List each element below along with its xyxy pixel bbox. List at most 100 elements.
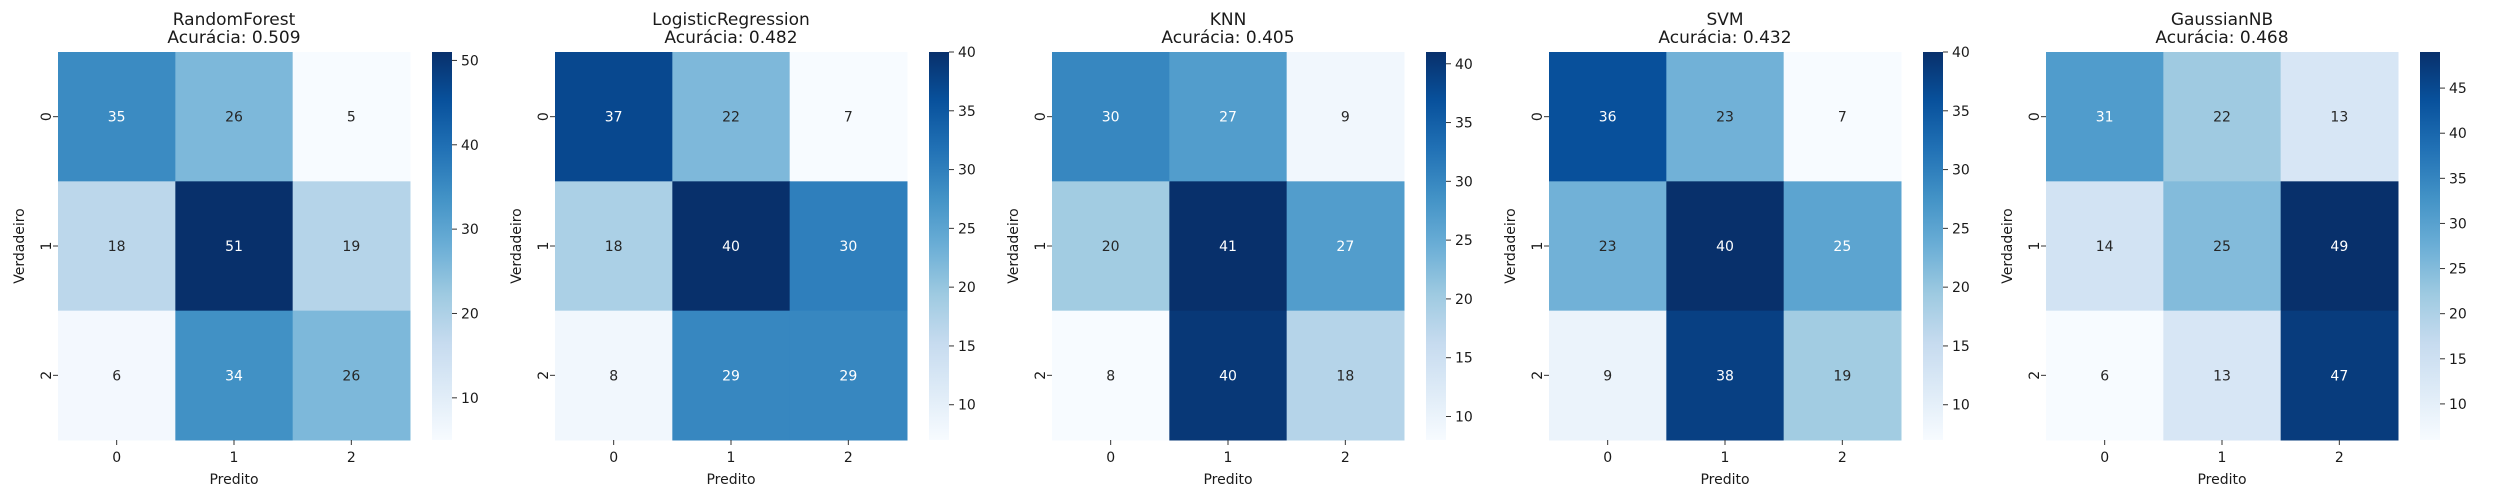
chart-title: KNN — [1210, 10, 1247, 30]
cell-value-label: 6 — [112, 368, 121, 384]
x-tick-label: 1 — [230, 450, 239, 466]
heatmap-cell — [1783, 310, 1902, 441]
cell-value-label: 26 — [225, 110, 243, 126]
colorbar — [929, 52, 949, 440]
heatmap-cell — [1783, 52, 1902, 182]
x-tick-label: 1 — [2218, 450, 2227, 466]
heatmap-cell — [175, 310, 294, 441]
cell-value-label: 18 — [108, 239, 126, 255]
cell-value-label: 14 — [2096, 239, 2114, 255]
chart-subtitle: Acurácia: 0.468 — [2155, 28, 2288, 48]
cell-value-label: 35 — [108, 110, 126, 126]
colorbar-tick-label: 10 — [958, 398, 976, 414]
colorbar-tick-label: 40 — [2449, 126, 2467, 142]
cell-value-label: 38 — [1716, 368, 1734, 384]
y-tick-label: 2 — [1530, 371, 1546, 380]
colorbar-tick-label: 30 — [1455, 174, 1473, 190]
y-tick-label: 1 — [536, 242, 552, 251]
x-tick-label: 1 — [1721, 450, 1730, 466]
colorbar-tick-label: 10 — [461, 391, 479, 407]
colorbar — [2420, 52, 2440, 440]
heatmap-cell — [1549, 310, 1667, 441]
cell-value-label: 7 — [1838, 110, 1847, 126]
heatmap-cell — [1666, 181, 1785, 312]
colorbar-tick-label: 10 — [1952, 398, 1970, 414]
colorbar — [1923, 52, 1943, 440]
colorbar — [1426, 52, 1446, 440]
colorbar-tick-label: 35 — [958, 104, 976, 120]
heatmap-cell — [672, 52, 791, 182]
colorbar-tick-label: 40 — [1455, 57, 1473, 73]
colorbar-tick-label: 15 — [1952, 339, 1970, 355]
cell-value-label: 47 — [2330, 368, 2348, 384]
cell-value-label: 34 — [225, 368, 243, 384]
heatmap-cell — [1169, 310, 1288, 441]
x-tick-label: 0 — [112, 450, 121, 466]
cell-value-label: 13 — [2330, 110, 2348, 126]
y-tick-label: 2 — [536, 371, 552, 380]
colorbar-tick-label: 40 — [461, 138, 479, 154]
x-tick-label: 0 — [609, 450, 618, 466]
cell-value-label: 26 — [342, 368, 360, 384]
heatmap-cell — [1052, 181, 1170, 312]
y-axis-label: Verdadeiro — [509, 208, 525, 283]
heatmap-cell — [2280, 310, 2399, 441]
cell-value-label: 49 — [2330, 239, 2348, 255]
colorbar-tick-label: 10 — [2449, 397, 2467, 413]
heatmap-cell — [58, 310, 176, 441]
cell-value-label: 40 — [722, 239, 740, 255]
heatmap-cell — [1286, 181, 1405, 312]
chart-title: LogisticRegression — [652, 10, 810, 30]
x-axis-label: Predito — [706, 472, 755, 488]
y-tick-label: 0 — [2027, 112, 2043, 121]
x-axis-label: Predito — [209, 472, 258, 488]
heatmap-cell — [2163, 52, 2282, 182]
colorbar-tick-label: 15 — [1455, 351, 1473, 367]
y-tick-label: 0 — [536, 112, 552, 121]
heatmap-cell — [1169, 181, 1288, 312]
y-tick-label: 1 — [39, 242, 55, 251]
x-tick-label: 2 — [1341, 450, 1350, 466]
colorbar-tick-label: 35 — [1952, 104, 1970, 120]
y-axis-label: Verdadeiro — [12, 208, 28, 283]
heatmap-cell — [292, 52, 411, 182]
colorbar-tick-label: 20 — [1455, 292, 1473, 308]
x-axis-label: Predito — [1700, 472, 1749, 488]
cell-value-label: 27 — [1336, 239, 1354, 255]
chart-subtitle: Acurácia: 0.405 — [1161, 28, 1294, 48]
x-tick-label: 2 — [844, 450, 853, 466]
colorbar-tick-label: 10 — [1455, 409, 1473, 425]
colorbar-tick-label: 50 — [461, 53, 479, 69]
heatmap-cell — [1286, 52, 1405, 182]
heatmap-cell — [789, 310, 908, 441]
colorbar-tick-label: 30 — [2449, 216, 2467, 232]
cell-value-label: 23 — [1716, 110, 1734, 126]
colorbar-tick-label: 35 — [1455, 116, 1473, 132]
heatmap-cell — [1052, 310, 1170, 441]
cell-value-label: 51 — [225, 239, 243, 255]
heatmap-cell — [789, 52, 908, 182]
chart-subtitle: Acurácia: 0.509 — [167, 28, 300, 48]
cell-value-label: 40 — [1219, 368, 1237, 384]
y-tick-label: 2 — [39, 371, 55, 380]
cell-value-label: 8 — [609, 368, 618, 384]
heatmap-cell — [2280, 52, 2399, 182]
heatmap-cell — [2046, 181, 2164, 312]
y-tick-label: 2 — [1033, 371, 1049, 380]
chart-subtitle: Acurácia: 0.482 — [664, 28, 797, 48]
cell-value-label: 9 — [1341, 110, 1350, 126]
cell-value-label: 30 — [1102, 110, 1120, 126]
y-tick-label: 1 — [1033, 242, 1049, 251]
cell-value-label: 18 — [605, 239, 623, 255]
cell-value-label: 22 — [722, 110, 740, 126]
heatmap-cell — [175, 181, 294, 312]
heatmap-cell — [1549, 181, 1667, 312]
heatmap-cell — [292, 181, 411, 312]
y-tick-label: 0 — [39, 112, 55, 121]
